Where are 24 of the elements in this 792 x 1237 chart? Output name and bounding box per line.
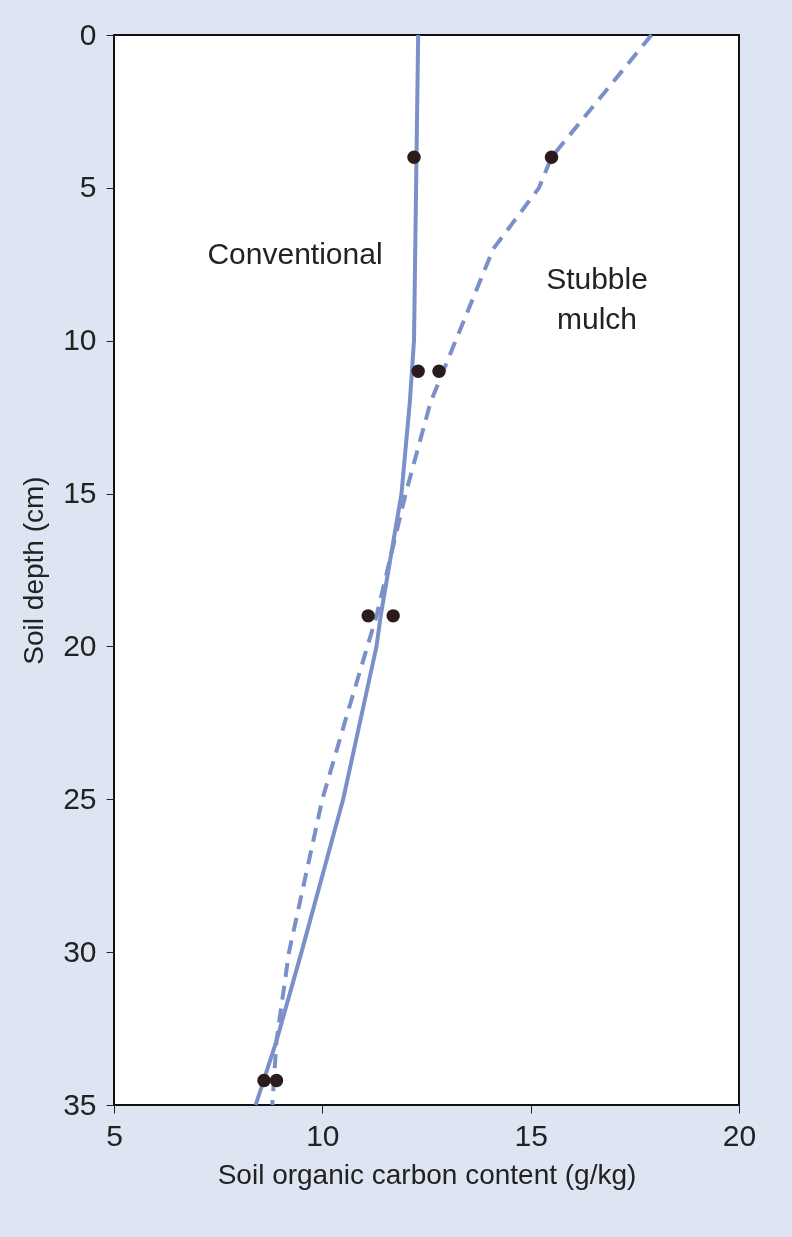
y-tick-label: 20 [63, 628, 97, 662]
y-tick-label: 5 [79, 170, 97, 204]
x-tick-label: 5 [106, 1118, 123, 1152]
point [386, 609, 400, 623]
point [269, 1073, 284, 1088]
point [544, 150, 559, 164]
y-tick-label: 0 [79, 17, 97, 51]
y-tick-label: 25 [63, 781, 97, 815]
point [411, 364, 425, 378]
annotation: Conventional [207, 237, 383, 270]
y-tick-label: 15 [63, 476, 97, 510]
point [361, 609, 375, 623]
point [432, 364, 446, 378]
y-tick-label: 30 [63, 934, 97, 968]
x-tick-label: 10 [306, 1118, 340, 1152]
y-tick-label: 10 [63, 323, 97, 357]
x-tick-label: 20 [722, 1118, 757, 1152]
point [407, 150, 421, 164]
y-tick-label: 35 [63, 1087, 97, 1121]
point [257, 1073, 271, 1088]
annotation: Stubble mulch [546, 262, 648, 335]
y-axis-title: Soil depth (cm) [18, 476, 50, 665]
x-axis-title: Soil organic carbon content (g/kg) [217, 1158, 637, 1190]
x-tick-label: 15 [514, 1118, 548, 1152]
